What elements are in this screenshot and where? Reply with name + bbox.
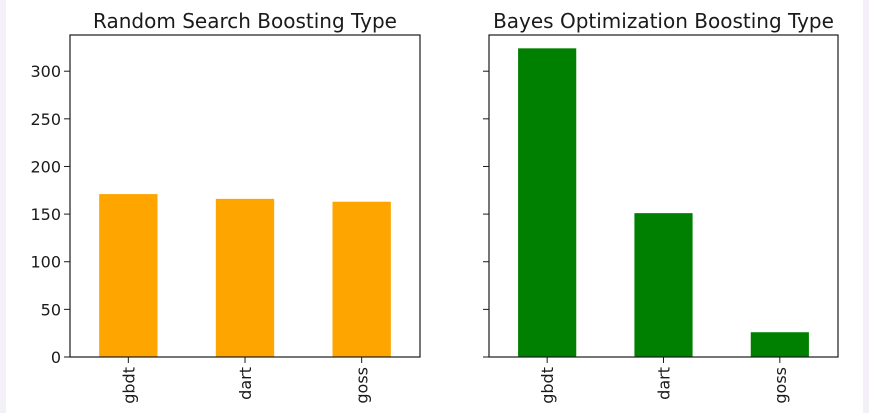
y-tick-label: 100 (30, 253, 61, 272)
bar-dart (215, 198, 275, 357)
bar-gbdt (99, 194, 158, 357)
chart-bayes-optimization: Bayes Optimization Boosting Type gbdt dart… (483, 9, 839, 404)
bar-gbdt (518, 48, 577, 357)
y-tick-label: 250 (30, 110, 61, 129)
bar-dart (634, 213, 693, 357)
x-tick-label-dart: dart (236, 367, 255, 400)
x-tick-label-dart: dart (655, 367, 674, 400)
bar-goss (750, 332, 809, 357)
chart-canvas: Random Search Boosting Type 0 50 100 150 200 2… (30, 9, 839, 404)
x-tick-label-goss: goss (353, 367, 372, 404)
x-tick-label-gbdt: gbdt (119, 367, 138, 404)
figure: Random Search Boosting Type 0 50 100 150 200 2… (6, 0, 863, 413)
y-tick-label: 300 (30, 62, 61, 81)
chart-title: Random Search Boosting Type (93, 9, 397, 33)
y-tick-label: 0 (51, 348, 61, 367)
y-tick-label: 50 (41, 300, 61, 319)
bar-goss (332, 201, 391, 357)
y-tick-label: 150 (30, 205, 61, 224)
y-tick-label: 200 (30, 157, 61, 176)
x-tick-label-goss: goss (771, 367, 790, 404)
chart-title: Bayes Optimization Boosting Type (493, 9, 834, 33)
x-tick-label-gbdt: gbdt (538, 367, 557, 404)
chart-random-search: Random Search Boosting Type 0 50 100 150 200 2… (30, 9, 421, 404)
